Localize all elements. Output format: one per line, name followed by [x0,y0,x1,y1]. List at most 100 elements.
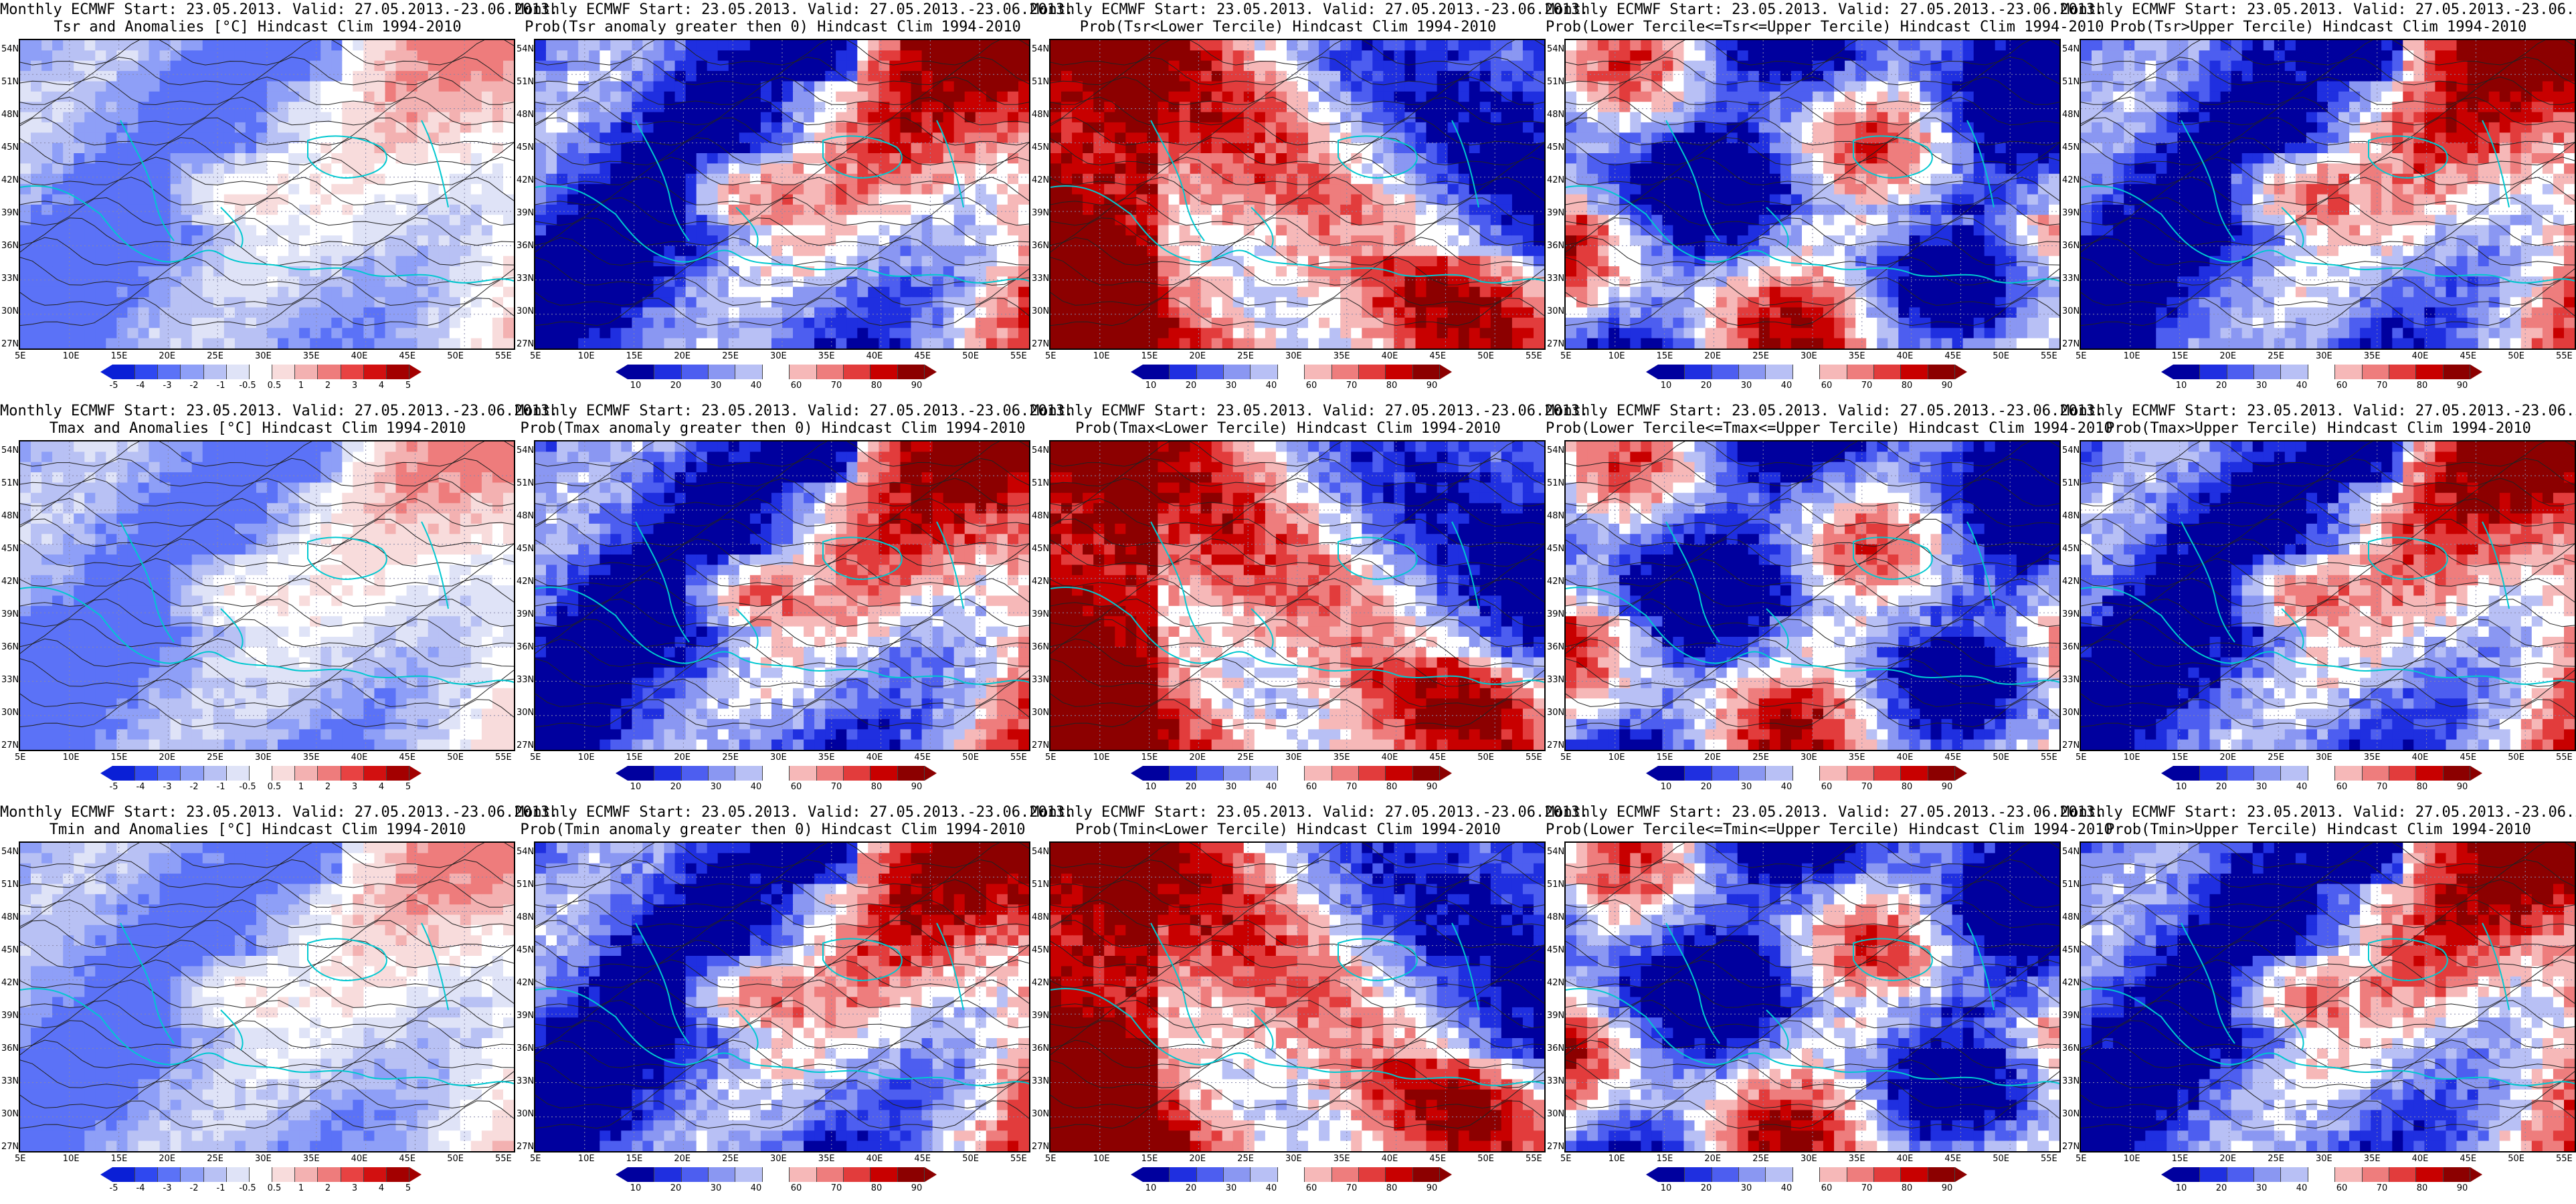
field-cell [170,60,182,72]
field-cell [342,153,354,165]
colorbar: 10 20 30 40 60 70 80 90 [1131,365,1452,391]
field-cell [1501,60,1513,72]
field-cell [213,50,225,62]
field-cell [1136,50,1148,62]
field-cell [771,60,783,72]
field-cell [234,215,246,226]
field-cell [342,286,354,298]
field-cell [395,225,407,236]
field-cell [996,50,1008,62]
field-cell [642,297,654,308]
field-cell [610,50,622,62]
field-cell [363,81,375,92]
colorbar-segment [1386,365,1413,379]
field-cell [20,266,31,278]
field-cell [1823,132,1835,144]
field-cell [1598,81,1609,92]
field-cell [825,184,836,195]
field-cell [1243,50,1255,62]
field-cell [1254,71,1266,82]
colorbar-max-arrow [924,365,937,379]
field-cell [288,235,300,247]
field-cell [1115,60,1127,72]
field-cell [1061,266,1073,278]
field-cell [492,286,504,298]
field-cell [1061,225,1073,236]
field-cell [1287,215,1298,226]
field-cell [449,71,461,82]
field-cell [84,204,96,216]
field-cell [267,132,278,144]
field-cell [793,102,804,113]
field-cell [632,81,644,92]
field-cell [299,71,310,82]
field-cell [717,40,729,52]
field-cell [481,81,493,92]
field-cell [1758,71,1770,82]
field-cell [149,102,161,113]
field-cell [41,142,53,154]
field-cell [95,40,107,52]
field-cell [1813,142,1824,154]
field-cell [74,328,85,339]
field-cell [1061,112,1073,123]
field-cell [2037,91,2049,102]
field-cell [760,286,772,298]
field-cell [1147,307,1159,318]
field-cell [1018,338,1029,348]
field-cell [1351,40,1362,52]
field-cell [31,142,42,154]
field-cell [267,122,278,134]
field-cell [535,102,547,113]
field-cell [1566,40,1577,52]
field-cell [1479,266,1491,278]
field-cell [728,235,740,247]
field-cell [1522,256,1534,267]
field-cell [138,91,150,102]
field-cell [288,132,300,144]
field-cell [1254,245,1266,257]
field-cell [1694,142,1706,154]
field-cell [653,204,665,216]
field-cell [771,235,783,247]
field-cell [782,266,794,278]
field-cell [932,297,944,308]
field-cell [1823,71,1835,82]
field-cell [610,40,622,52]
field-cell [288,122,300,134]
field-cell [2037,40,2049,52]
field-cell [1061,173,1073,185]
field-cell [632,286,644,298]
field-cell [1243,338,1255,348]
field-cell [996,71,1008,82]
field-cell [911,163,923,175]
field-cell [127,266,139,278]
field-cell [1232,163,1245,175]
field-cell [74,142,85,154]
field-cell [986,91,998,102]
field-cell [428,60,440,72]
lat-tick-label: 36N [1,241,19,251]
field-cell [1018,102,1029,113]
field-cell [771,245,783,257]
field-cell [1404,122,1416,134]
field-cell [1287,245,1298,257]
field-cell [932,338,944,348]
field-cell [149,328,161,339]
field-cell [589,307,600,318]
field-cell [363,225,375,236]
field-cell [1147,317,1159,329]
field-cell [1952,81,1964,92]
field-cell [900,317,912,329]
field-cell [1372,235,1384,247]
colorbar-segment [843,365,871,379]
field-cell [1340,215,1352,226]
field-cell [1587,40,1598,52]
field-cell [1232,81,1245,92]
field-cell [223,266,236,278]
field-cell [1265,276,1277,288]
field-cell [1351,50,1362,62]
field-cell [664,122,676,134]
field-cell [1115,102,1127,113]
field-cell [621,102,633,113]
